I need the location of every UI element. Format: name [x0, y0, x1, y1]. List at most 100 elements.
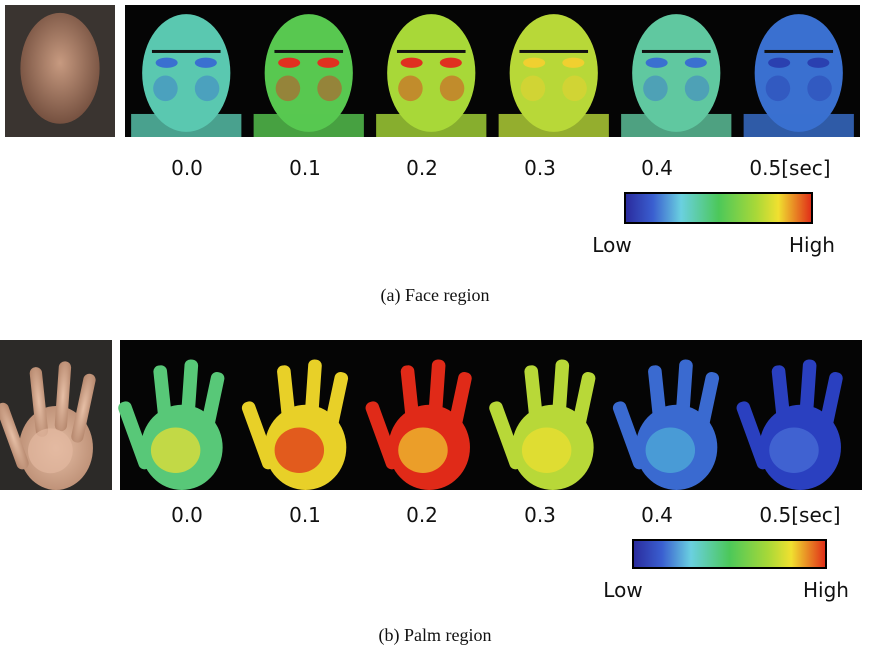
time-label: 0.3 — [524, 156, 556, 180]
heatmap-frame — [131, 14, 242, 137]
finger-heatmap — [736, 401, 771, 470]
finger-heatmap — [445, 371, 472, 443]
eye-region — [562, 57, 585, 68]
cheek-region — [765, 75, 791, 102]
brow-line — [151, 49, 221, 53]
finger-heatmap — [675, 359, 693, 431]
colorbar-high: High — [789, 233, 835, 257]
finger-heatmap — [0, 402, 29, 470]
time-label: 0.1 — [289, 503, 321, 527]
finger-heatmap — [304, 359, 322, 431]
finger-heatmap — [551, 359, 570, 431]
finger-heatmap — [771, 365, 792, 437]
cheek-region — [807, 75, 832, 102]
colorbar — [632, 539, 827, 569]
eye-region — [807, 57, 830, 68]
palm-hot-region — [150, 427, 201, 473]
cheek-region — [194, 75, 220, 102]
cheek-region — [643, 75, 668, 102]
finger-heatmap — [489, 401, 523, 470]
heatmap-frame — [376, 14, 487, 137]
brow-line — [396, 49, 466, 53]
cheek-region — [520, 75, 546, 102]
cheek-region — [439, 75, 465, 102]
eye-region — [645, 57, 668, 68]
face-heatmap — [264, 14, 353, 132]
neck-heatmap — [376, 113, 487, 137]
time-label: 0.4 — [641, 503, 673, 527]
caption: (b) Palm region — [379, 625, 492, 645]
eye-region — [439, 57, 462, 68]
finger-heatmap — [427, 359, 446, 431]
cheek-region — [317, 75, 342, 102]
heatmap-frame — [498, 14, 609, 137]
brow-line — [519, 49, 589, 53]
brow-line — [274, 49, 344, 53]
time-label: 0.0 — [171, 156, 203, 180]
finger-heatmap — [118, 401, 152, 470]
eye-region — [278, 57, 301, 68]
neck-heatmap — [131, 113, 242, 137]
colorbar-low: Low — [592, 233, 631, 257]
heatmap-frame — [241, 359, 349, 490]
finger-heatmap — [198, 371, 225, 443]
face-heatmap — [632, 14, 721, 132]
face-heatmap — [387, 14, 476, 132]
finger-heatmap — [693, 371, 720, 443]
finger-heatmap — [153, 365, 174, 437]
eye-region — [400, 57, 423, 68]
palm-hot-region — [398, 427, 448, 473]
finger-heatmap — [241, 401, 276, 470]
time-label: 0.5[sec] — [749, 156, 830, 180]
finger-heatmap — [54, 361, 72, 432]
eye-region — [155, 57, 178, 68]
time-label: 0.3 — [524, 503, 556, 527]
time-label: 0.2 — [406, 156, 438, 180]
face-heatmap — [754, 14, 843, 132]
cheek-region — [398, 75, 423, 102]
finger-heatmap — [365, 401, 400, 470]
cheek-region — [275, 75, 301, 102]
time-label: 0.0 — [171, 503, 203, 527]
heatmap-frame — [365, 359, 472, 490]
finger-heatmap — [798, 359, 817, 431]
heatmap-frame — [612, 359, 720, 490]
eye-region — [523, 57, 546, 68]
colorbar — [624, 192, 813, 224]
colorbar-high: High — [803, 578, 849, 602]
brow-line — [764, 49, 834, 53]
palm-hot-region — [645, 427, 696, 473]
finger-heatmap — [29, 367, 49, 437]
heatmap-strip — [125, 5, 860, 137]
face-heatmap — [142, 14, 231, 132]
cheek-region — [684, 75, 710, 102]
palm-hot-region — [28, 428, 73, 474]
finger-heatmap — [322, 371, 349, 443]
brow-line — [641, 49, 711, 53]
finger-heatmap — [648, 365, 668, 437]
heatmap-frame — [253, 14, 364, 137]
finger-heatmap — [524, 365, 545, 437]
neck-heatmap — [743, 113, 854, 137]
palm-hot-region — [274, 427, 325, 473]
finger-heatmap — [612, 401, 647, 470]
finger-heatmap — [816, 371, 843, 443]
time-label: 0.2 — [406, 503, 438, 527]
eye-region — [317, 57, 340, 68]
finger-heatmap — [400, 365, 421, 437]
face-heatmap — [509, 14, 598, 132]
cheek-region — [562, 75, 587, 102]
heatmap-frame — [621, 14, 732, 137]
time-label: 0.1 — [289, 156, 321, 180]
neck-heatmap — [498, 113, 609, 137]
eye-region — [684, 57, 707, 68]
heatmap-frame — [743, 14, 854, 137]
heatmap-frame — [118, 359, 225, 490]
heatmap-frame — [489, 359, 596, 490]
neck-heatmap — [253, 113, 364, 137]
finger-heatmap — [180, 359, 199, 431]
eye-region — [768, 57, 791, 68]
palm-hot-region — [769, 427, 819, 473]
colorbar-low: Low — [603, 578, 642, 602]
